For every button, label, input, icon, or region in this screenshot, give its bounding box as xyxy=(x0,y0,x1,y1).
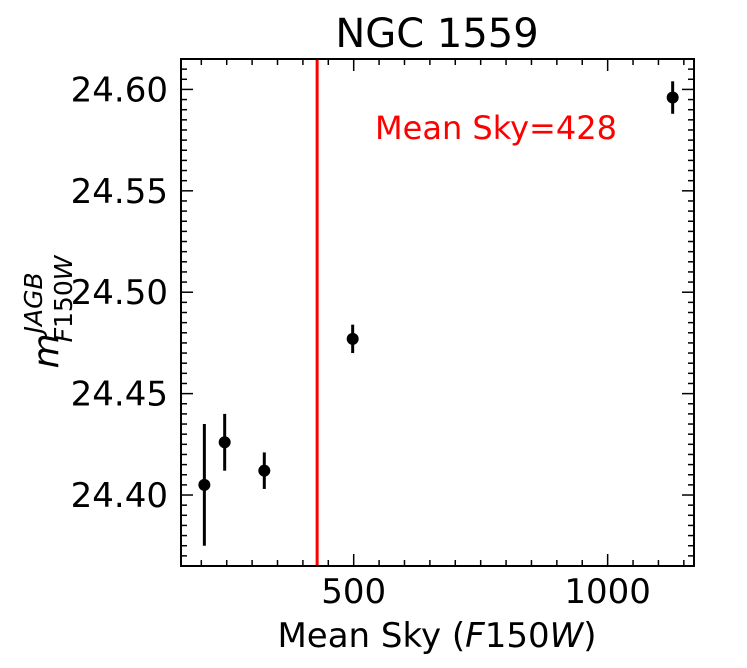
x-axis-ticks: 500 1000 xyxy=(200,59,685,612)
data-point xyxy=(666,91,679,104)
x-tick-label: 500 xyxy=(321,572,386,612)
y-axis-ticks: 24.40 24.45 24.50 24.55 24.60 xyxy=(71,68,694,557)
y-tick-label: 24.55 xyxy=(71,172,168,212)
y-axis-label: mJAGBF150W xyxy=(19,254,78,368)
x-axis-label: Mean Sky (F150W) xyxy=(277,616,596,656)
data-point xyxy=(198,478,211,491)
data-point xyxy=(346,332,359,345)
chart-title: NGC 1559 xyxy=(335,11,538,57)
data-point xyxy=(258,464,271,477)
vline-label: Mean Sky=428 xyxy=(375,109,617,147)
y-tick-label: 24.45 xyxy=(71,375,168,415)
y-tick-label: 24.40 xyxy=(71,476,168,516)
y-tick-label: 24.60 xyxy=(71,70,168,110)
plot-area xyxy=(198,59,679,566)
y-tick-label: 24.50 xyxy=(71,273,168,313)
svg-text:mJAGBF150W: mJAGBF150W xyxy=(19,254,78,368)
data-point xyxy=(218,436,231,449)
x-tick-label: 1000 xyxy=(564,572,651,612)
